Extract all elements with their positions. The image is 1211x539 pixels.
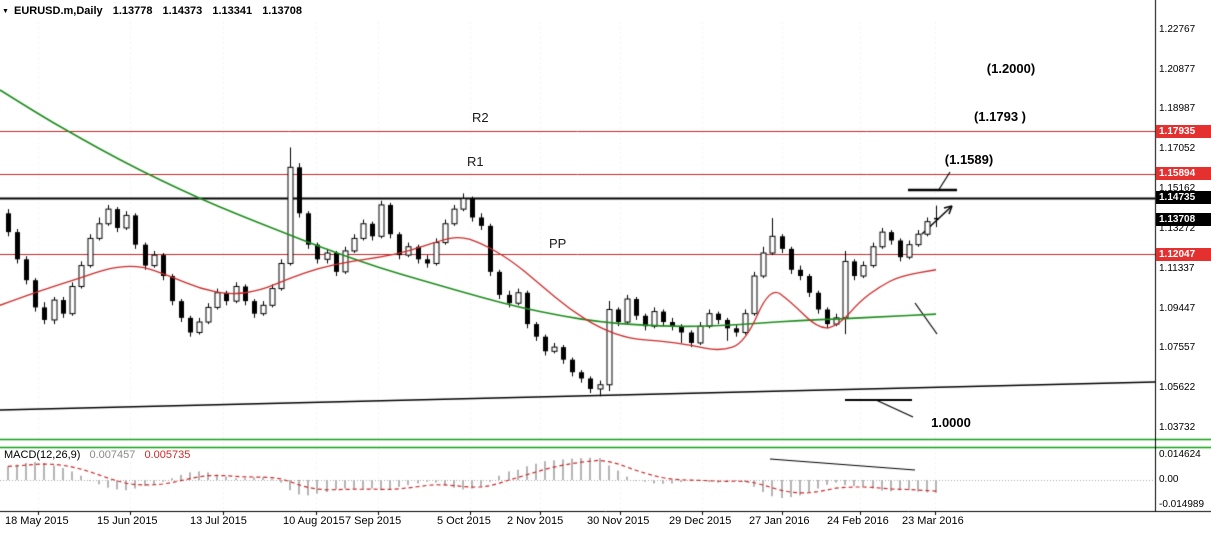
macd-axis-label: -0.014989 [1159,499,1205,510]
price-marker-tag: 1.12047 [1156,247,1211,261]
time-axis-label: 29 Dec 2015 [669,515,732,527]
time-axis-label: 18 May 2015 [5,515,69,527]
time-axis-label: 27 Jan 2016 [749,515,810,527]
time-axis-label: 15 Jun 2015 [97,515,158,527]
parity-label[interactable]: 1.0000 [931,415,971,430]
macd-axis-label: 0.00 [1159,474,1179,485]
time-axis-label: 10 Aug 2015 [283,515,345,527]
time-axis-label: 24 Feb 2016 [827,515,889,527]
time-axis-label: 13 Jul 2015 [190,515,247,527]
macd-name-label: MACD(12,26,9) [4,449,81,461]
macd-indicator-header: MACD(12,26,9) 0.007457 0.005735 [4,449,190,461]
pivot-r2-label[interactable]: R2 [472,110,489,125]
symbol-timeframe-label: EURUSD.m,Daily [14,5,103,17]
price-tick-label: 1.03732 [1159,422,1196,433]
price-target-label-1-1793[interactable]: (1.1793 ) [973,109,1027,124]
symbol-marker-icon: ▼ [2,8,9,15]
price-tick-label: 1.05622 [1159,382,1196,394]
macd-axis-label: 0.014624 [1159,449,1201,460]
time-axis-label: 23 Mar 2016 [902,515,964,527]
time-axis[interactable]: 18 May 2015 15 Jun 2015 13 Jul 2015 10 Aug … [0,515,1211,535]
time-axis-label: 7 Sep 2015 [345,515,402,527]
price-tick-label: 1.18987 [1159,103,1196,115]
price-marker-tag: 1.13708 [1156,212,1211,226]
price-tick-label: 1.09447 [1159,302,1196,314]
time-axis-label: 30 Nov 2015 [587,515,650,527]
chart-ohlc-header: EURUSD.m,Daily 1.13778 1.14373 1.13341 1… [14,5,309,17]
pivot-r1-label[interactable]: R1 [467,154,484,169]
price-target-label-1-2000[interactable]: (1.2000) [986,61,1036,76]
price-tick-label: 1.07557 [1159,342,1196,354]
ohlc-low-value: 1.13341 [212,5,253,17]
price-tick-label: 1.15162 [1159,183,1196,194]
price-tick-label: 1.22767 [1159,24,1196,35]
macd-signal-value: 0.005735 [144,449,191,461]
price-axis[interactable]: 1.22767 1.20877 1.18987 1.17052 1.15162 1.132… [1156,0,1211,511]
price-tick-label: 1.17052 [1159,143,1196,155]
macd-main-value: 0.007457 [89,449,136,461]
ohlc-high-value: 1.14373 [162,5,203,17]
price-tick-label: 1.13272 [1159,222,1196,234]
ohlc-close-value: 1.13708 [262,5,302,17]
pivot-pp-label[interactable]: PP [549,236,567,251]
price-marker-tag: 1.14735 [1156,191,1211,205]
time-axis-label: 5 Oct 2015 [437,515,491,527]
price-marker-tag: 1.15894 [1156,167,1211,181]
ohlc-open-value: 1.13778 [112,5,153,17]
time-axis-label: 2 Nov 2015 [507,515,564,527]
price-tick-label: 1.20877 [1159,63,1196,75]
price-marker-tag: 1.17935 [1156,124,1211,138]
price-target-label-1-1589[interactable]: (1.1589) [944,152,994,167]
price-tick-label: 1.11337 [1159,262,1195,274]
